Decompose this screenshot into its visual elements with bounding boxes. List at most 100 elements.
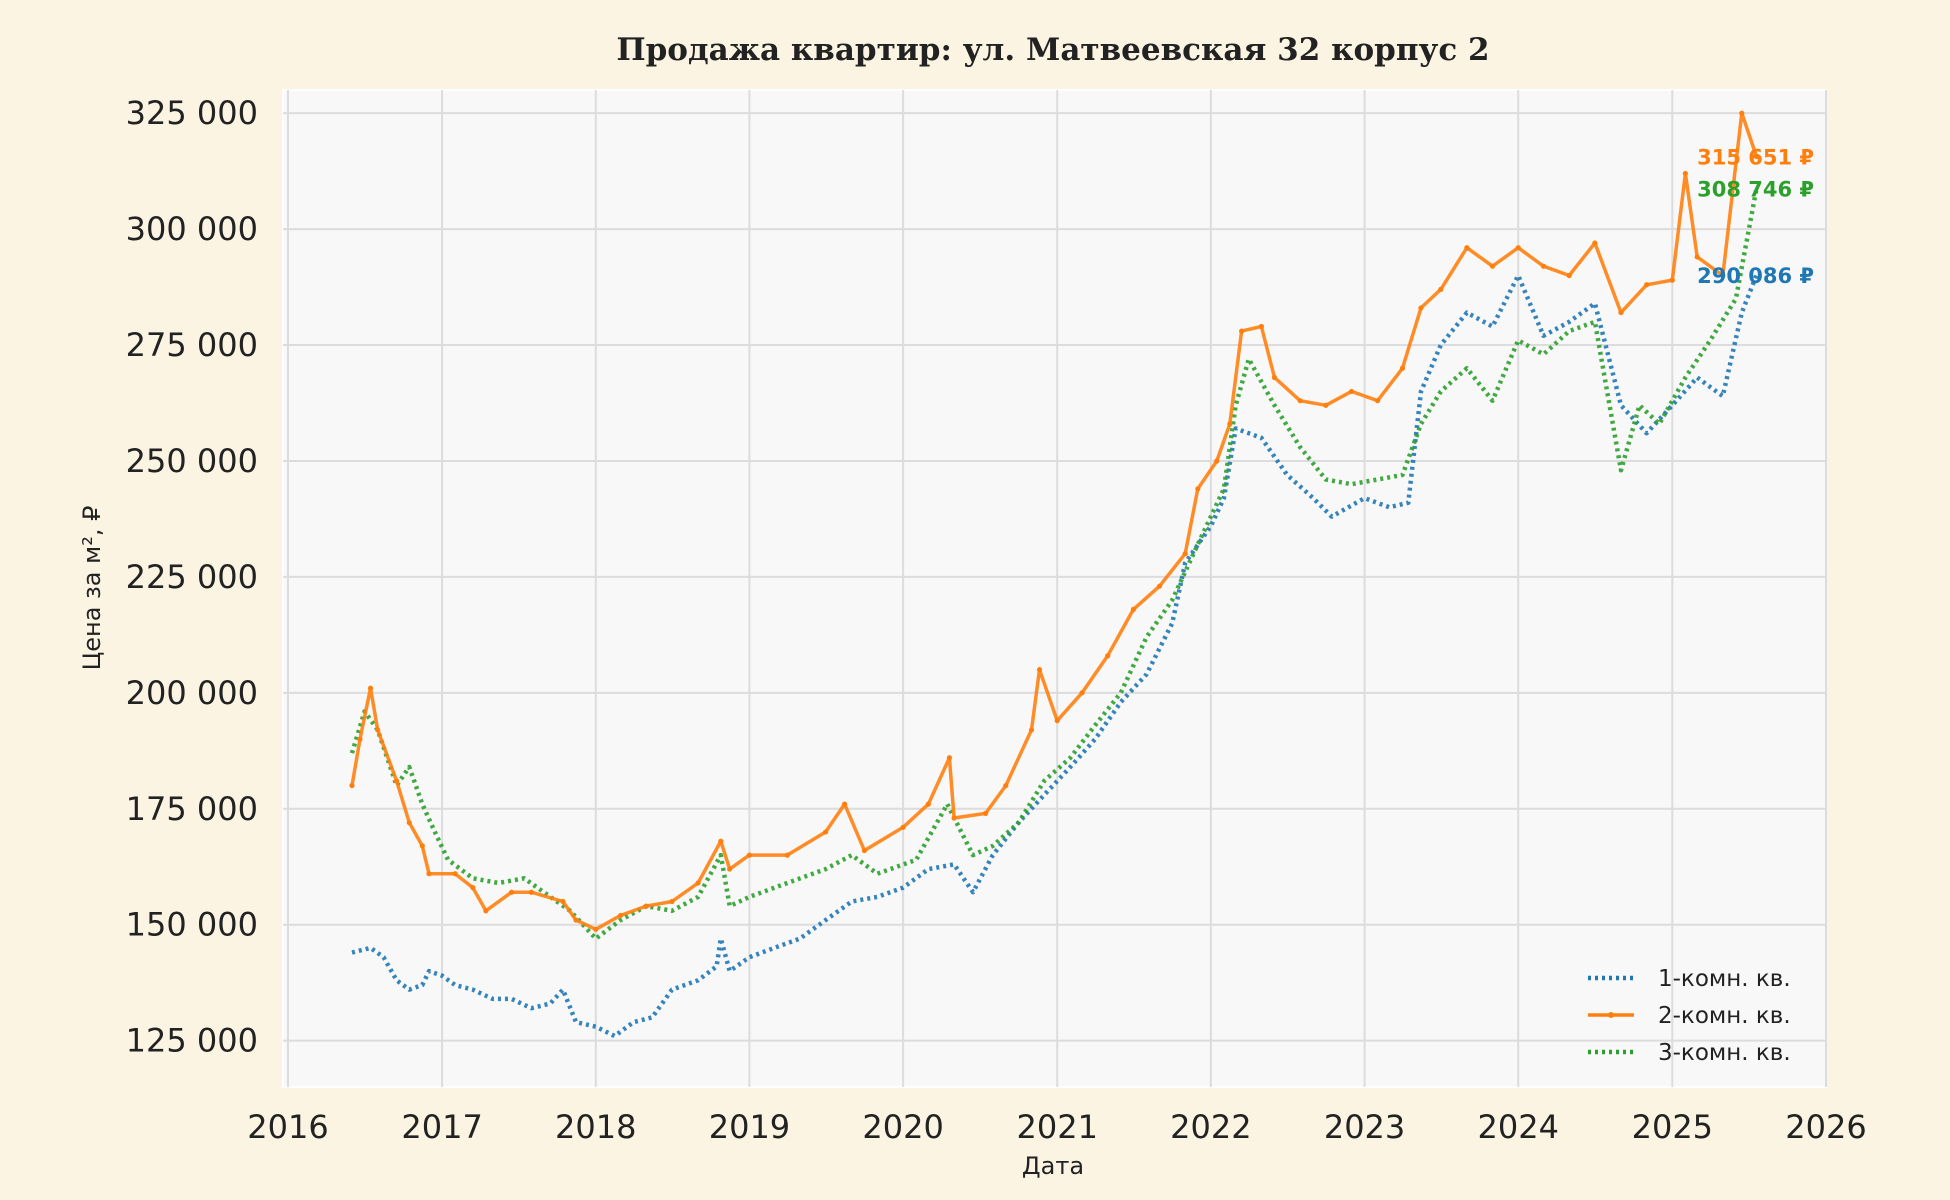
series-point: [1239, 328, 1245, 334]
x-tick-label: 2020: [862, 1108, 943, 1146]
series-point: [727, 866, 733, 872]
series-point: [426, 871, 432, 877]
series-point: [718, 838, 724, 844]
chart-title: Продажа квартир: ул. Матвеевская 32 корп…: [616, 32, 1489, 68]
series-point: [618, 912, 624, 919]
series-point: [573, 917, 579, 923]
series-point: [452, 871, 458, 877]
grid: [283, 90, 1827, 1087]
legend: 1-комн. кв. 2-комн. кв. 3-комн. кв.: [1588, 966, 1791, 1066]
series-line-3: [349, 188, 1759, 941]
x-tick-label: 2026: [1785, 1108, 1866, 1146]
series-point: [483, 908, 489, 914]
series-lines: [349, 110, 1760, 1039]
y-tick-label: 150 000: [126, 906, 258, 944]
series-point: [1105, 653, 1111, 659]
x-tick-label: 2016: [247, 1108, 328, 1146]
series-point: [1644, 282, 1650, 288]
series-point: [1739, 110, 1745, 116]
series-point: [406, 820, 412, 826]
series-point: [784, 852, 790, 858]
end-value-label: 290 086 ₽: [1697, 264, 1814, 288]
end-value-label: 308 746 ₽: [1697, 178, 1814, 202]
series-point: [669, 898, 675, 905]
end-labels: 290 086 ₽ 308 746 ₽ 315 651 ₽: [1697, 146, 1814, 289]
y-tick-label: 125 000: [126, 1022, 258, 1060]
series-point: [746, 852, 753, 858]
series-point: [1348, 388, 1355, 395]
series-point: [1297, 398, 1303, 404]
series-point: [1079, 690, 1085, 696]
series-point: [951, 815, 957, 821]
series-point: [1438, 286, 1444, 292]
y-axis: 125 000 150 000 175 000 200 000 225 000 250 0…: [126, 94, 258, 1059]
y-axis-label: Цена за м², ₽: [78, 506, 106, 671]
y-tick-label: 275 000: [126, 326, 258, 364]
legend-label: 2-комн. кв.: [1658, 1003, 1791, 1029]
series-point: [349, 782, 355, 789]
x-axis: 2016 2017 2018 2019 2020 2021 2022 2023 2024 2025…: [247, 1108, 1866, 1146]
series-point: [1054, 718, 1060, 724]
series-line-1: [351, 273, 1759, 1039]
series-point: [1720, 272, 1726, 279]
series-point: [1399, 365, 1406, 371]
series-point: [983, 810, 989, 817]
series-point: [861, 847, 867, 854]
x-tick-label: 2025: [1632, 1108, 1713, 1146]
series-point: [394, 778, 400, 784]
series-point: [470, 885, 476, 891]
series-point: [1669, 277, 1675, 283]
x-tick-label: 2022: [1170, 1108, 1251, 1146]
series-point: [946, 755, 953, 761]
series-point: [695, 880, 701, 886]
series-point: [1227, 421, 1233, 427]
y-tick-label: 300 000: [126, 210, 258, 248]
series-point: [1271, 374, 1278, 381]
series-point: [1130, 606, 1137, 612]
series-point: [1375, 398, 1381, 404]
series-point: [1515, 245, 1521, 251]
series-point: [1418, 305, 1424, 311]
series-point: [1618, 309, 1624, 316]
x-tick-label: 2024: [1478, 1108, 1559, 1146]
series-point: [1323, 402, 1329, 408]
x-tick-label: 2018: [555, 1108, 636, 1146]
series-point: [419, 843, 425, 849]
legend-label: 3-комн. кв.: [1658, 1040, 1791, 1066]
series-point: [823, 829, 829, 835]
series-point: [1753, 153, 1760, 160]
end-value-label: 315 651 ₽: [1697, 146, 1814, 170]
series-point: [1036, 667, 1043, 673]
series-line-2: [350, 111, 1759, 932]
series-point: [508, 889, 515, 895]
x-tick-label: 2019: [709, 1108, 790, 1146]
series-point: [643, 903, 649, 909]
series-point: [1028, 727, 1035, 733]
x-tick-label: 2023: [1324, 1108, 1405, 1146]
series-point: [1195, 486, 1201, 492]
series-point: [1566, 272, 1572, 279]
legend-label: 1-комн. кв.: [1658, 966, 1791, 992]
legend-marker: [1608, 1012, 1614, 1018]
series-point: [1003, 782, 1009, 789]
series-point: [593, 926, 599, 932]
y-tick-label: 225 000: [126, 558, 258, 596]
x-axis-label: Дата: [1022, 1152, 1084, 1180]
series-point: [1694, 254, 1700, 260]
y-tick-label: 325 000: [126, 94, 258, 132]
y-tick-label: 250 000: [126, 442, 258, 480]
y-tick-label: 200 000: [126, 674, 258, 712]
series-point: [560, 898, 566, 905]
series-point: [1156, 583, 1163, 589]
plot-area: [282, 89, 1827, 1088]
series-point: [1258, 323, 1265, 330]
series-point: [1540, 263, 1547, 269]
series-point: [367, 685, 374, 691]
series-point: [1489, 263, 1496, 269]
series-point: [1464, 245, 1470, 251]
series-point: [841, 801, 848, 807]
y-tick-label: 175 000: [126, 790, 258, 828]
x-tick-label: 2021: [1016, 1108, 1097, 1146]
x-tick-label: 2017: [401, 1108, 482, 1146]
